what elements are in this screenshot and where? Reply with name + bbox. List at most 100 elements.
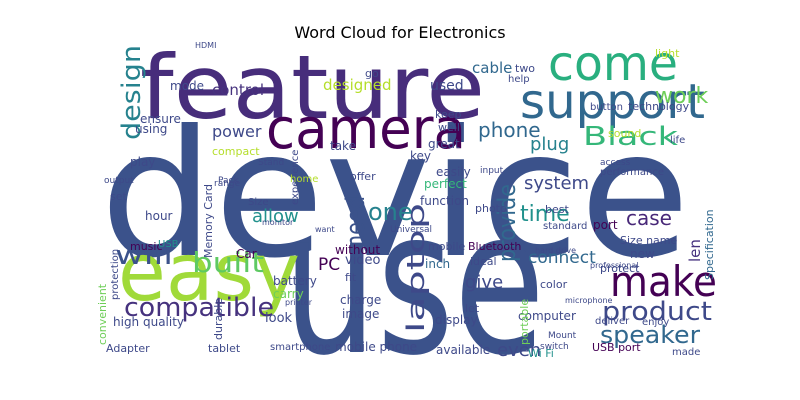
word: go — [365, 67, 379, 80]
word: technology — [628, 100, 690, 113]
word: USB — [158, 239, 179, 250]
word: will — [115, 241, 173, 271]
word: two — [515, 62, 535, 75]
word: one — [368, 198, 413, 226]
word: mobile — [428, 240, 466, 253]
word: computer — [518, 309, 576, 323]
word: offer — [350, 170, 376, 183]
word: look — [265, 311, 293, 326]
word: display — [435, 313, 478, 327]
word: best — [545, 203, 569, 216]
word: product — [602, 297, 712, 327]
word: smartphone — [270, 342, 330, 353]
word: help — [508, 74, 530, 85]
word: ensure — [140, 112, 181, 126]
word: set — [110, 190, 127, 203]
word: key — [410, 149, 431, 163]
word: button — [590, 102, 623, 113]
word: protect — [600, 262, 640, 275]
word: Size — [248, 197, 269, 208]
word: deliver — [595, 316, 630, 327]
word: want — [315, 225, 335, 234]
word: printer — [285, 298, 313, 307]
word: connect — [528, 248, 596, 268]
word: camera — [266, 97, 466, 162]
word: time — [520, 202, 570, 227]
word: cable — [472, 59, 512, 77]
word: perfect — [424, 177, 467, 191]
word: made — [672, 347, 700, 358]
word: home — [290, 174, 318, 185]
word: using — [135, 122, 167, 136]
word: Pack — [218, 176, 239, 186]
word: carry — [273, 287, 304, 301]
word: great — [428, 137, 460, 151]
word: hard drive — [535, 246, 576, 255]
word: performance — [600, 167, 664, 178]
word: available — [436, 343, 490, 357]
word: easy — [118, 226, 300, 319]
word: provide — [493, 184, 521, 262]
word: phone — [478, 118, 541, 142]
word: support — [520, 74, 705, 130]
word: well — [438, 121, 460, 134]
chart-title: Word Cloud for Electronics — [294, 23, 505, 42]
word: professional — [590, 261, 638, 270]
word: Black — [583, 122, 678, 152]
word: Wi Fi — [528, 347, 554, 360]
word: output — [104, 176, 134, 186]
word: video — [345, 253, 381, 268]
word: speaker — [600, 321, 700, 349]
word: compatible — [124, 293, 274, 323]
word: power — [212, 122, 262, 141]
word: range — [214, 179, 241, 189]
word: len — [686, 239, 704, 262]
word: battery — [273, 274, 317, 288]
word: take — [330, 139, 356, 153]
word: mode — [170, 79, 204, 93]
word: new — [630, 247, 655, 261]
word: fit — [345, 271, 357, 284]
word: protection — [110, 249, 121, 300]
word: standard — [543, 221, 587, 232]
word: experience — [290, 150, 301, 205]
word: Specification — [703, 209, 716, 280]
word: switch — [540, 342, 569, 352]
word: control — [212, 81, 264, 99]
word: Adapter — [106, 342, 150, 355]
word: microphone — [565, 296, 613, 305]
word: let — [465, 302, 480, 315]
word: mobile phone — [335, 340, 417, 354]
word: charge — [340, 293, 381, 307]
word: image — [342, 307, 379, 321]
word: come — [548, 36, 678, 92]
word: Universal — [390, 225, 432, 235]
word: portable — [518, 299, 531, 345]
word: input — [480, 166, 504, 176]
word: Size name — [620, 234, 678, 247]
word: Car — [236, 247, 257, 261]
word: hour — [145, 209, 173, 223]
word: designed — [323, 76, 392, 94]
word: function — [420, 194, 469, 208]
word: need — [341, 196, 371, 248]
word: durable — [212, 298, 225, 340]
word: USB port — [592, 341, 641, 354]
word: life — [670, 135, 685, 146]
word: case — [626, 206, 672, 230]
word: convenient — [96, 283, 109, 345]
word: laptop — [402, 203, 430, 333]
word: enjoy — [642, 317, 669, 328]
word: built — [192, 246, 264, 279]
word: easily — [436, 165, 471, 179]
word: Bluetooth — [468, 240, 521, 253]
word: plug — [530, 134, 569, 155]
word: work — [655, 84, 708, 109]
word: system — [524, 173, 589, 194]
word: Memory Card — [202, 184, 215, 258]
word: photo — [475, 202, 507, 215]
word: device — [100, 94, 690, 297]
word: light — [655, 47, 680, 60]
